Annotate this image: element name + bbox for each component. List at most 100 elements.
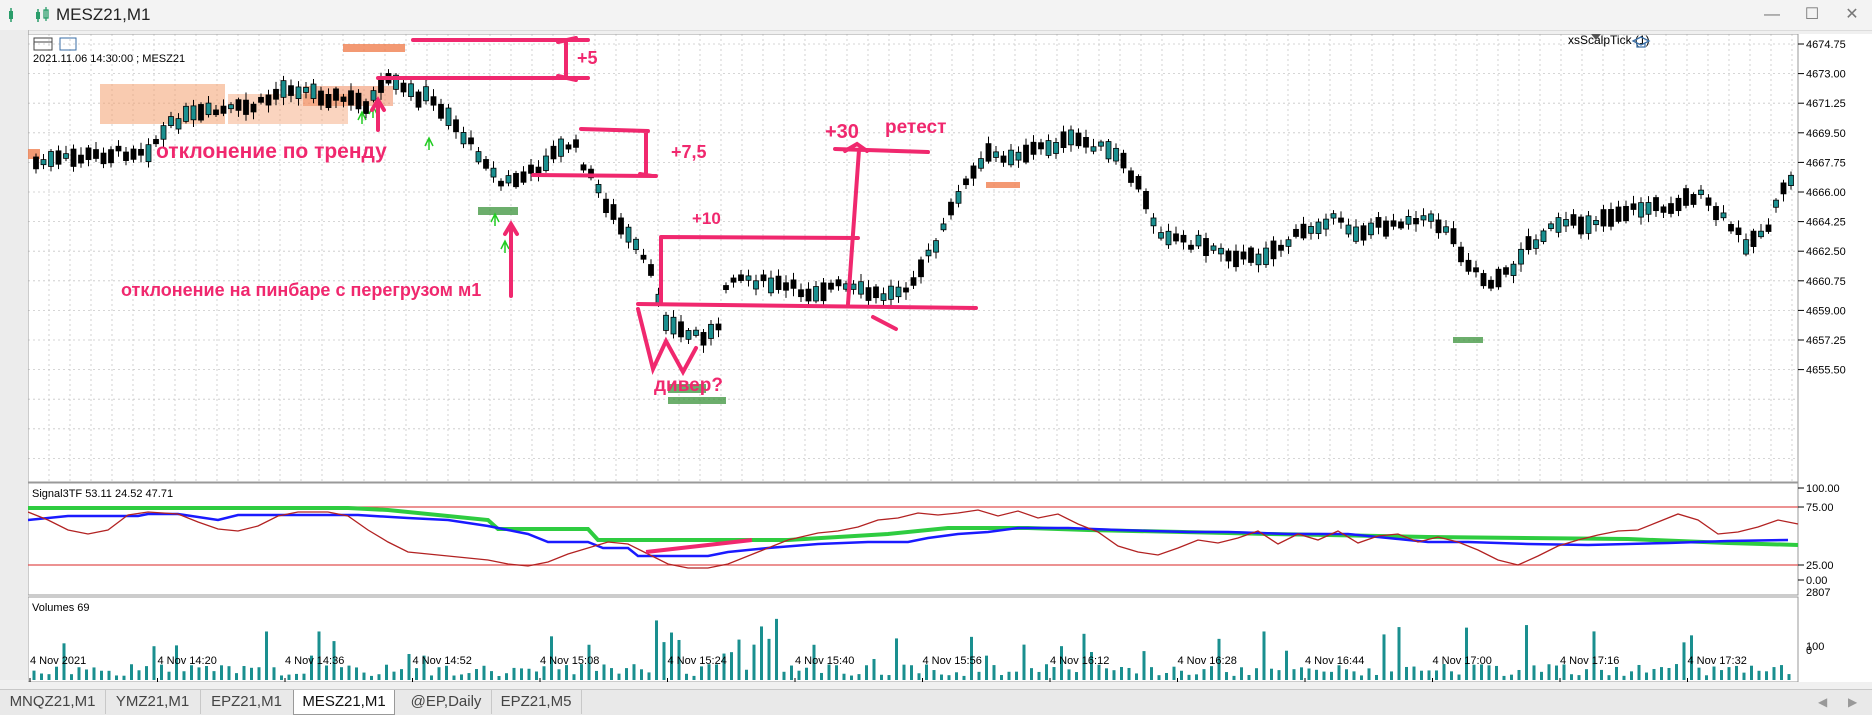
candle-body <box>318 90 324 106</box>
annotation-pinbar-deflection: отклонение на пинбаре с перегрузом м1 <box>121 280 481 300</box>
tab-epz21-m1[interactable]: EPZ21,M1 <box>200 690 294 714</box>
candle-body <box>130 148 137 160</box>
volume-bar <box>175 645 178 680</box>
app-icon <box>9 8 13 22</box>
volume-bar <box>1142 651 1146 680</box>
candle-body <box>633 238 639 251</box>
volume-bar <box>1585 669 1588 680</box>
annotation-retest: ретест <box>885 117 946 138</box>
candle-body <box>1668 203 1674 214</box>
volume-tick-label: 100 <box>1806 641 1824 653</box>
price-tick-label: 4666.00 <box>1806 187 1846 199</box>
volume-bar <box>452 675 456 680</box>
candle-body <box>1638 202 1644 218</box>
candle-body <box>925 249 932 257</box>
time-tick-label: 4 Nov 15:08 <box>540 655 599 667</box>
volume-bar <box>497 675 501 680</box>
volume-bar <box>100 670 103 680</box>
annotation-plus30: +30 <box>825 121 859 143</box>
candle-body <box>228 104 234 110</box>
tab-ymz21-m1[interactable]: YMZ21,M1 <box>105 690 201 714</box>
tab-scroll-right-icon[interactable]: ▶ <box>1848 695 1858 709</box>
tab-mnqz21-m1[interactable]: MNQZ21,M1 <box>0 690 106 714</box>
volume-bar <box>55 666 58 680</box>
volume-bar <box>797 670 801 680</box>
price-tick-label: 4660.75 <box>1806 276 1846 288</box>
volume-bar <box>437 667 441 680</box>
volume-bar <box>842 673 846 680</box>
signal-blue-line <box>27 512 1789 558</box>
annotation-trend-deflection: отклонение по тренду <box>156 140 387 163</box>
volume-bar <box>415 668 418 680</box>
volume-bar <box>295 673 298 680</box>
candle-body <box>1525 236 1532 251</box>
volume-bar <box>1630 671 1633 680</box>
tab-epz21-m5[interactable]: EPZ21,M5 <box>491 690 582 714</box>
volume-bar <box>1262 631 1266 680</box>
close-icon: ✕ <box>1845 6 1859 23</box>
zone-box <box>668 397 726 404</box>
candle-body <box>1218 247 1224 255</box>
candle-body <box>1660 206 1667 213</box>
volume-bar <box>1007 671 1011 680</box>
annotation-plus75: +7,5 <box>671 142 707 162</box>
candles-group <box>33 69 1794 353</box>
volume-bar <box>1022 644 1026 680</box>
signal-panel-frame <box>27 482 1799 596</box>
candle-body <box>1705 197 1712 206</box>
candle-body <box>475 151 482 163</box>
candle-body <box>1488 279 1494 289</box>
green-arrow-icon <box>490 212 500 226</box>
volume-bar <box>1135 673 1138 680</box>
volume-bar <box>1090 652 1093 680</box>
signal-arrows <box>357 104 510 253</box>
tab-scroll-left-icon[interactable]: ◀ <box>1818 695 1828 709</box>
main-panel-frame <box>27 33 1799 483</box>
candle-body <box>108 149 114 164</box>
signal-red-line <box>27 509 1799 569</box>
candle-body <box>1240 251 1247 260</box>
volume-bar <box>107 670 111 680</box>
volume-bar <box>962 675 966 680</box>
annotation-strokes <box>370 36 978 377</box>
candle-body <box>1428 213 1434 222</box>
close-button[interactable]: ✕ <box>1832 0 1872 30</box>
volume-bar <box>512 667 516 680</box>
candle-body <box>1180 234 1187 243</box>
candle-body <box>1540 230 1547 242</box>
candle-body <box>1578 216 1584 235</box>
candle-body <box>325 93 332 109</box>
volume-bar <box>1517 669 1521 680</box>
volume-bar <box>407 654 411 680</box>
scroll-marker-icon <box>1591 34 1601 40</box>
chart-area[interactable]: отклонение по тренду отклонение на пинба… <box>27 33 1872 683</box>
chart-type-icon[interactable] <box>59 37 77 51</box>
candle-body <box>1015 151 1022 161</box>
candle-body <box>858 281 864 295</box>
candle-body <box>70 148 77 167</box>
candle-body <box>940 223 947 231</box>
tab--ep-daily[interactable]: @EP,Daily <box>401 690 492 714</box>
volume-bar <box>205 665 208 680</box>
volume-bar <box>310 655 313 680</box>
volume-bar <box>1285 650 1288 680</box>
candle-body <box>55 150 62 165</box>
price-tick-label: 4674.75 <box>1806 39 1846 51</box>
volume-bar <box>632 664 636 680</box>
maximize-button[interactable]: ☐ <box>1792 0 1832 30</box>
candle-body <box>1068 129 1074 146</box>
candle-body <box>1045 140 1052 156</box>
candle-body <box>348 90 354 106</box>
candle-body <box>40 159 47 166</box>
volume-bar <box>1690 635 1693 680</box>
candle-body <box>903 287 909 293</box>
volume-bar <box>760 626 763 680</box>
volume-bar <box>1082 633 1086 680</box>
volume-bar <box>422 655 426 680</box>
tab-mesz21-m1[interactable]: MESZ21,M1 <box>293 690 395 715</box>
candle-body <box>1480 273 1487 287</box>
minimize-button[interactable]: — <box>1752 0 1792 30</box>
volume-bar <box>1750 665 1753 680</box>
table-icon[interactable] <box>33 37 53 51</box>
candle-body <box>1090 146 1097 152</box>
